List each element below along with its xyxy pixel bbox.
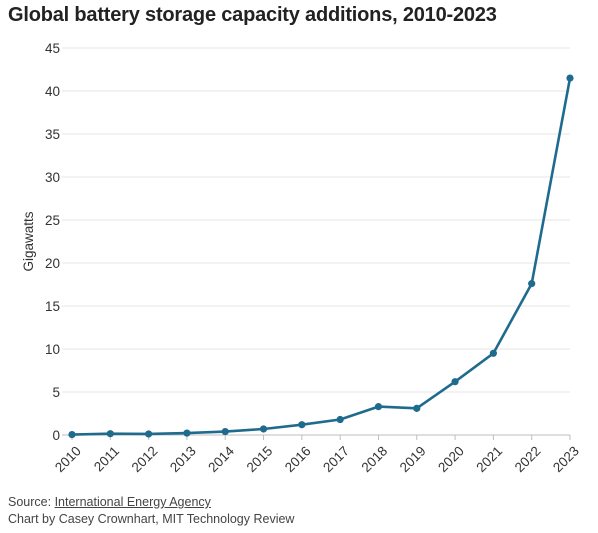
data-point	[145, 430, 153, 438]
series-line	[70, 76, 572, 436]
x-tick-label: 2021	[473, 443, 505, 475]
series-line-layer	[70, 76, 572, 436]
x-tick-label: 2018	[359, 443, 391, 475]
data-point	[298, 421, 306, 429]
y-tick-label: 15	[45, 299, 60, 314]
x-tick-label: 2010	[52, 443, 84, 475]
chart-footer: Source: International Energy Agency Char…	[8, 494, 294, 528]
data-point	[183, 429, 191, 437]
source-line: Source: International Energy Agency	[8, 494, 294, 511]
y-axis-title: Gigawatts	[21, 211, 36, 271]
y-tick-label: 20	[45, 256, 60, 271]
x-tick-label: 2011	[91, 443, 122, 474]
y-tick-label: 10	[45, 342, 60, 357]
data-point	[374, 403, 383, 411]
chart-title: Global battery storage capacity addition…	[8, 4, 497, 26]
y-tick-label: 0	[52, 428, 60, 443]
x-tick-label: 2019	[397, 443, 429, 475]
y-tick-label: 25	[45, 213, 60, 228]
x-tick-label: 2014	[205, 443, 237, 475]
data-point	[68, 430, 76, 439]
y-tick-label: 5	[52, 385, 60, 400]
x-axis-ticks: 2010 2011 2012 2013 2014 2015 2016 2017 2018 2019…	[52, 435, 582, 475]
data-point	[336, 415, 344, 424]
x-tick-label: 2012	[129, 443, 161, 475]
source-link[interactable]: International Energy Agency	[54, 495, 211, 509]
data-point	[413, 404, 421, 412]
x-tick-label: 2015	[244, 443, 276, 475]
data-points	[68, 74, 574, 439]
y-axis-ticks: 0 5 10 15 20 25 30 35 40 45	[45, 41, 60, 443]
data-point	[566, 74, 574, 82]
data-point	[451, 378, 459, 386]
source-prefix: Source:	[8, 495, 55, 509]
credit-line: Chart by Casey Crownhart, MIT Technology…	[8, 512, 295, 526]
x-tick-label: 2016	[282, 443, 314, 475]
data-point	[259, 425, 268, 433]
data-point	[528, 280, 536, 288]
gridlines	[62, 47, 570, 436]
x-tick-label: 2023	[550, 443, 582, 475]
y-tick-label: 35	[45, 127, 60, 142]
data-point	[106, 430, 114, 438]
y-tick-label: 45	[45, 41, 60, 56]
y-tick-label: 30	[45, 170, 60, 185]
x-tick-label: 2022	[512, 443, 544, 475]
y-tick-label: 40	[45, 84, 60, 99]
x-tick-label: 2017	[320, 443, 352, 475]
data-point	[221, 427, 229, 436]
x-tick-label: 2020	[435, 443, 467, 475]
data-point	[489, 349, 497, 357]
x-tick-label: 2013	[167, 443, 199, 475]
